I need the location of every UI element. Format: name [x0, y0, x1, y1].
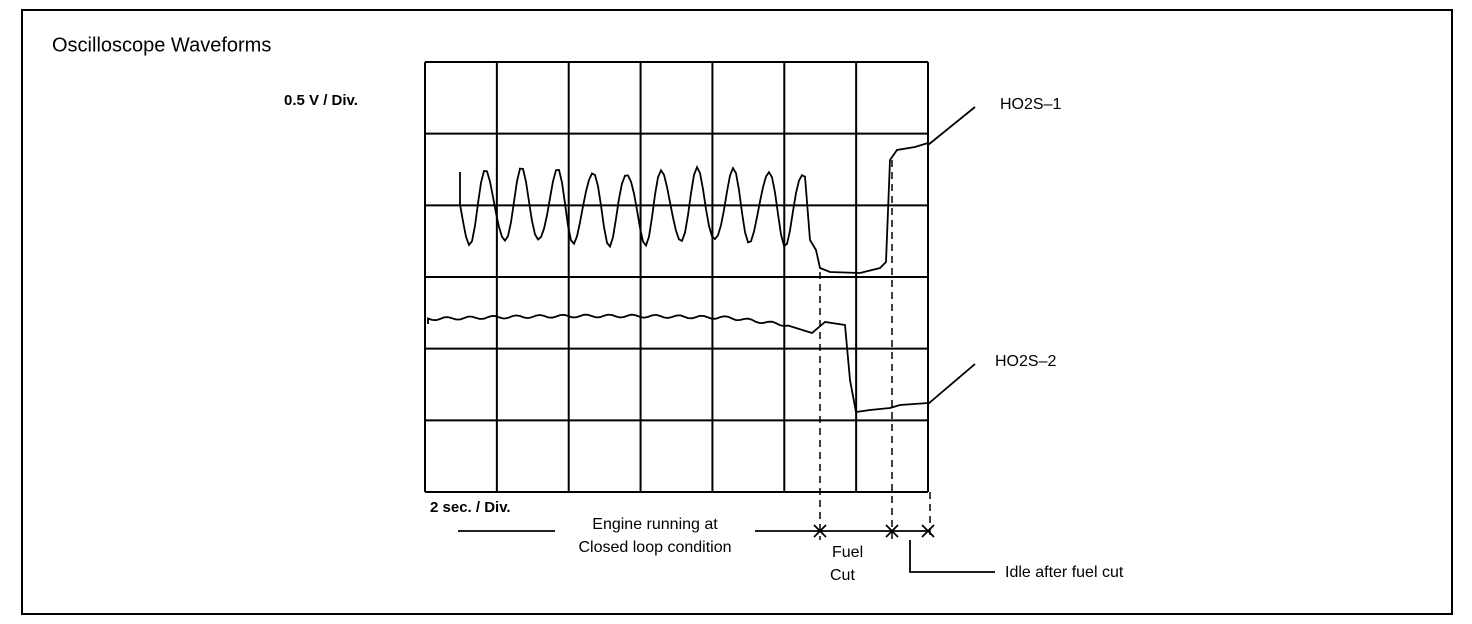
frame — [21, 9, 1453, 615]
horizontal-scale: 2 sec. / Div. — [430, 499, 511, 516]
vertical-scale: 0.5 V / Div. — [284, 92, 358, 109]
callout-line — [909, 540, 995, 573]
leader-line — [927, 106, 976, 146]
phase-label: Engine running at — [592, 516, 718, 533]
phase-label: Fuel — [832, 544, 863, 561]
trace-label: HO2S–2 — [995, 353, 1056, 370]
ho2s-1-waveform — [459, 142, 929, 274]
ho2s-2-waveform — [427, 313, 929, 414]
trace-label: HO2S–1 — [1000, 96, 1061, 113]
scope-grid — [424, 61, 929, 493]
span-markers — [813, 524, 935, 538]
phase-label: Closed loop condition — [579, 539, 732, 556]
leader-line — [927, 363, 976, 405]
phase-label: Cut — [830, 567, 855, 584]
phase-label: Idle after fuel cut — [1005, 564, 1124, 581]
title: Oscilloscope Waveforms — [52, 34, 271, 56]
